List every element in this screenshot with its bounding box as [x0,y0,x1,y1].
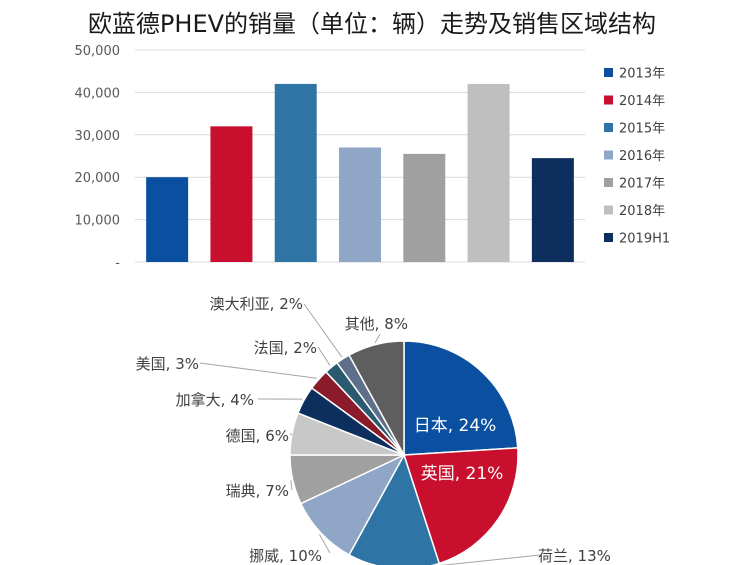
legend-swatch [604,233,613,242]
pie-label-荷兰: 荷兰, 13% [538,547,611,565]
pie-slice-其他 [348,340,405,456]
pie-label-瑞典: 瑞典, 7% [226,482,289,500]
pie-label-澳大利亚: 澳大利亚, 2% [210,295,303,313]
pie-leader-lines [199,303,541,565]
y-tick-label: 20,000 [75,171,121,186]
y-tick-label: 30,000 [75,129,121,144]
bar-2013年 [146,177,189,262]
legend-label: 2013年 [619,67,665,82]
pie-slice-英国 [402,447,519,565]
leader-line [374,333,381,343]
leader-line [289,432,293,436]
bar-2015年 [274,83,317,262]
pie-slice-加拿大 [297,386,405,456]
legend-label: 2018年 [619,204,665,219]
chart-title: 欧蓝德PHEV的销量（单位：辆）走势及销售区域结构 [87,10,657,38]
pie-label-挪威: 挪威, 10% [249,547,322,565]
pie-slice-日本 [403,340,519,456]
legend-label: 2016年 [619,149,665,164]
bar-y-axis: - 10,000 20,000 30,000 40,000 50,000 [75,44,121,271]
y-tick-label: 10,000 [75,214,121,229]
legend-swatch [604,68,613,77]
legend-swatch [604,95,613,105]
pie-slice-瑞典 [289,454,405,505]
pie-label-日本: 日本, 24% [414,416,497,436]
pie-label-法国: 法国, 2% [254,339,317,357]
pie-slice-德国 [289,412,405,456]
y-tick-label: 50,000 [75,44,121,59]
legend-label: 2019H1 [619,232,670,247]
pie-slice-法国 [324,361,405,456]
bar-2016年 [339,147,381,262]
legend-swatch [604,205,613,215]
pie-slices [289,340,519,565]
legend-label: 2017年 [619,177,665,192]
y-tick-label: - [115,256,120,271]
pie-label-美国: 美国, 3% [136,355,199,373]
pie-label-加拿大: 加拿大, 4% [176,391,254,409]
pie-label-德国: 德国, 6% [226,427,289,445]
legend-swatch [604,178,613,187]
bar-2019H1 [531,158,574,262]
bar-legend: 2013年 2014年 2015年 2016年 2017年 2018年 2019H1 [604,67,670,247]
bar-2014年 [210,126,253,262]
pie-slice-美国 [310,370,405,456]
leader-line [290,480,293,491]
bar-2018年 [467,83,510,262]
y-tick-label: 40,000 [75,86,121,101]
pie-labels: 日本, 24% 英国, 21% 荷兰, 13% 挪威, 10% 瑞典, 7% 德国, 6%… [136,295,611,565]
pie-slice-澳大利亚 [335,354,405,456]
pie-label-其他: 其他, 8% [345,315,408,333]
leader-line [440,554,541,565]
legend-swatch [604,123,613,132]
pie-slice-挪威 [299,453,406,556]
legend-label: 2014年 [619,94,665,109]
pie-slice-荷兰 [348,453,441,565]
bar-series [146,83,574,262]
legend-swatch [604,150,613,160]
pie-label-英国: 英国, 21% [421,464,504,484]
leader-line [303,303,343,358]
bar-2017年 [403,153,446,262]
legend-label: 2015年 [619,122,665,137]
leader-line [317,346,331,366]
leader-line [319,534,331,554]
leader-line [199,362,318,379]
